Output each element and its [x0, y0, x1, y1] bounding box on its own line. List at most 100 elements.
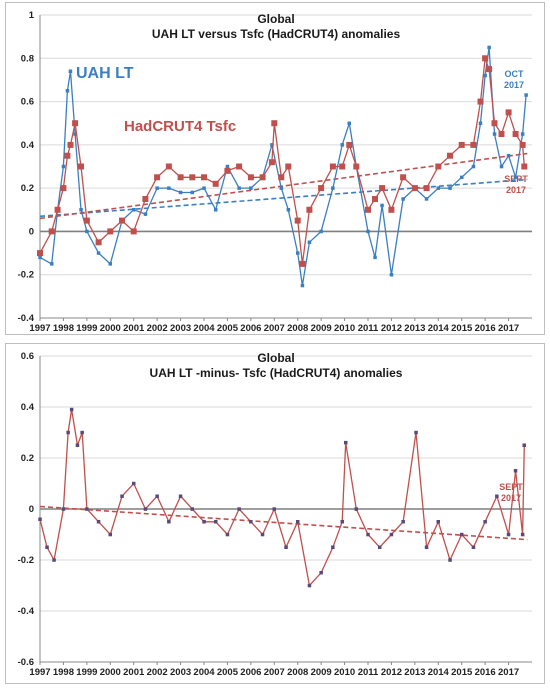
uah-lt-minus-tsfc-point: [178, 494, 183, 498]
x-tick-label: 2008: [287, 667, 308, 678]
hadcrut4-tsfc-point: [268, 159, 275, 166]
uah-lt-minus-tsfc-point: [307, 583, 312, 588]
chart-title: Global: [257, 12, 294, 26]
chart-subtitle: UAH LT -minus- Tsfc (HadCRUT4) anomalies: [150, 366, 403, 380]
uah-lt-point: [331, 186, 335, 190]
uah-lt-minus-tsfc-point: [344, 440, 348, 445]
x-tick-label: 2015: [451, 323, 473, 334]
hadcrut4-tsfc-point: [482, 55, 489, 62]
uah-lt-point: [155, 186, 159, 190]
uah-lt-minus-tsfc-point: [448, 558, 452, 562]
uah-lt-point: [300, 283, 305, 288]
uah-lt-point: [65, 89, 70, 93]
uah-lt-point: [307, 240, 312, 244]
y-tick-label: -0.6: [18, 657, 34, 668]
hadcrut4-tsfc-point: [54, 206, 61, 213]
uah-lt-point: [296, 251, 300, 255]
uah-lt-point: [487, 45, 491, 50]
uah-lt-minus-tsfc-point: [340, 520, 344, 524]
y-tick-label: -0.4: [18, 606, 35, 617]
hadcrut4-tsfc-point: [119, 217, 125, 224]
uah-lt-point: [366, 229, 370, 234]
uah-lt-minus-tsfc-point: [69, 407, 74, 412]
uah-lt-minus-tsfc-point: [260, 532, 265, 537]
uah-lt-point: [143, 212, 148, 216]
x-tick-label: 2006: [240, 667, 261, 678]
y-tick-label: -0.4: [18, 313, 35, 324]
hadcrut4-tsfc-point: [189, 174, 196, 181]
uah-lt-minus-tsfc-point: [66, 430, 70, 435]
uah-lt-point: [436, 186, 440, 190]
x-tick-label: 2001: [123, 667, 145, 678]
hadcrut4-tsfc-point: [154, 174, 161, 181]
x-tick-label: 2002: [147, 667, 168, 678]
uah-lt-minus-tsfc-point: [272, 507, 276, 511]
hadcrut4-tsfc-point: [67, 141, 74, 148]
sept-year-annotation: 2017: [506, 185, 526, 195]
chart-subtitle: UAH LT versus Tsfc (HadCRUT4) anomalies: [152, 27, 401, 41]
y-tick-label: 0: [29, 504, 34, 515]
hadcrut4-tsfc-point: [83, 217, 90, 224]
uah-lt-minus-tsfc-point: [52, 558, 56, 562]
uah-lt-minus-tsfc-point: [483, 520, 487, 524]
hadcrut4-tsfc-point: [423, 185, 430, 192]
uah-lt-minus-tsfc-point: [401, 520, 405, 524]
uah-lt-minus-tsfc-point: [522, 443, 526, 447]
hadcrut4-tsfc-point: [519, 141, 526, 148]
uah-lt-point: [478, 121, 483, 125]
uah-lt-point: [483, 73, 487, 78]
x-tick-label: 2003: [170, 667, 191, 678]
uah-lt-point: [96, 251, 101, 255]
x-tick-label: 2004: [193, 323, 215, 334]
uah-lt-minus-tsfc-point: [167, 520, 171, 524]
uah-lt-minus-tsfc-point: [85, 507, 89, 511]
uah-lt-minus-tsfc-point: [366, 532, 370, 537]
uah-lt-point: [190, 190, 194, 195]
hadcrut4-tsfc-point: [201, 174, 207, 181]
oct-year-annotation: 2017: [504, 80, 524, 90]
y-tick-label: 0.2: [21, 183, 34, 194]
hadcrut4-tsfc-point: [491, 120, 498, 127]
uah-lt-point: [73, 132, 77, 136]
uah-lt-point: [340, 143, 344, 147]
oct-annotation: OCT: [505, 69, 525, 79]
uah-lt-point: [167, 186, 171, 190]
x-tick-label: 1997: [29, 323, 50, 334]
hadcrut4-tsfc-point: [353, 163, 360, 170]
uah-lt-point: [499, 164, 504, 169]
y-tick-label: 0.8: [21, 53, 34, 64]
x-tick-label: 2005: [217, 667, 239, 678]
uah-lt-minus-tsfc-point: [389, 532, 394, 537]
uah-lt-minus-tsfc-point: [96, 520, 101, 524]
hadcrut4-tsfc-point: [388, 206, 395, 213]
hadcrut4-tsfc-point: [285, 163, 292, 170]
sept-annotation: SEPT: [499, 482, 523, 492]
x-tick-label: 2014: [428, 323, 450, 334]
hadcrut4-tsfc-point: [318, 185, 325, 192]
hadcrut4-tsfc-point: [259, 174, 266, 181]
hadcrut4-tsfc-point: [306, 206, 313, 213]
uah-lt-minus-tsfc-point: [61, 507, 66, 511]
y-tick-label: 0.4: [21, 140, 35, 151]
hadcrut4-tsfc-point: [271, 120, 278, 127]
hadcrut4-tsfc-point: [78, 163, 84, 170]
uah-lt-point: [492, 132, 497, 136]
x-tick-label: 2010: [334, 667, 355, 678]
difference-trend-line: [39, 505, 528, 541]
uah-lt-minus-tsfc-point: [202, 520, 206, 524]
hadcrut4-tsfc-point: [48, 228, 55, 235]
y-tick-label: 0.6: [21, 97, 34, 108]
hadcrut4-tsfc-point: [130, 228, 137, 235]
uah-lt-minus-tsfc-point: [520, 532, 525, 537]
uah-lt-point: [178, 190, 183, 195]
uah-lt-minus-tsfc-point: [414, 430, 418, 435]
x-tick-label: 2004: [193, 667, 215, 678]
y-tick-label: 0.6: [21, 351, 34, 362]
uah-lt-minus-tsfc-point: [38, 517, 42, 521]
uah-lt-point: [132, 208, 136, 212]
hadcrut4-tsfc-point: [236, 163, 243, 170]
x-tick-label: 2014: [428, 667, 450, 678]
uah-lt-point: [424, 197, 429, 201]
sept-year-annotation: 2017: [501, 493, 521, 503]
x-tick-label: 2003: [170, 323, 191, 334]
